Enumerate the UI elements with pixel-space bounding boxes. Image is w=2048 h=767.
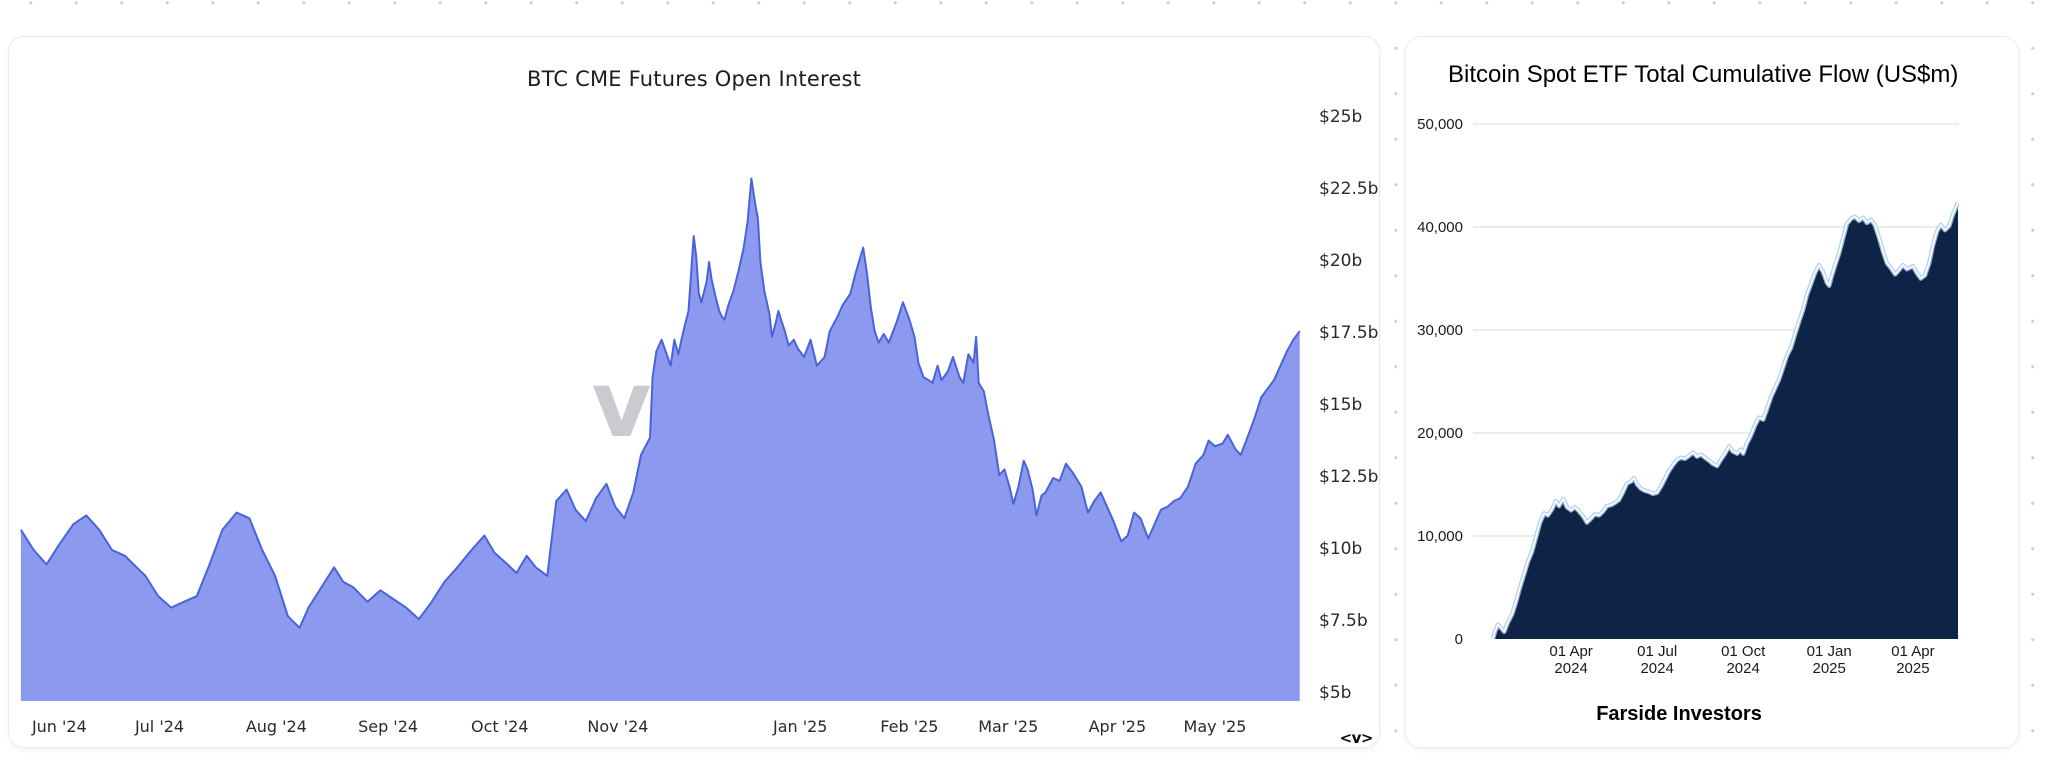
x-axis-tick-label: 01 Apr 2025 (1891, 643, 1935, 677)
right-chart-title: Bitcoin Spot ETF Total Cumulative Flow (… (1448, 61, 1959, 88)
x-axis-tick-label: Mar '25 (978, 717, 1039, 736)
source-attribution: Farside Investors (1596, 703, 1762, 725)
y-axis-tick-label: $12.5b (1319, 467, 1379, 487)
x-axis-tick-label: Nov '24 (587, 717, 649, 736)
y-axis-tick-label: $15b (1319, 395, 1363, 415)
x-axis-tick-label: 01 Jan 2025 (1806, 643, 1852, 677)
x-axis-tick-label: Feb '25 (880, 717, 939, 736)
x-axis-tick-label: Sep '24 (358, 717, 419, 736)
y-axis-tick-label: 30,000 (1417, 322, 1463, 339)
etf-cumulative-flow-panel: Bitcoin Spot ETF Total Cumulative Flow (… (1405, 36, 2019, 748)
y-axis-tick-label: $22.5b (1319, 179, 1379, 199)
x-axis-tick-label: 01 Oct 2024 (1721, 643, 1766, 677)
y-axis-tick-label: $5b (1319, 683, 1352, 703)
y-axis-tick-label: $7.5b (1319, 611, 1368, 631)
x-axis-tick-label: May '25 (1183, 717, 1247, 736)
x-axis-tick-label: 01 Jul 2024 (1637, 643, 1678, 677)
y-axis-tick-label: $17.5b (1319, 323, 1379, 343)
y-axis-tick-label: $25b (1319, 107, 1363, 127)
y-axis-tick-label: 10,000 (1417, 528, 1463, 545)
y-axis-tick-label: 20,000 (1417, 425, 1463, 442)
btc-cme-open-interest-panel: BTC CME Futures Open Interest velo <v> $… (8, 36, 1380, 748)
x-axis-tick-label: Jan '25 (772, 717, 828, 736)
y-axis-tick-label: $20b (1319, 251, 1363, 271)
x-axis-tick-label: Jun '24 (31, 717, 87, 736)
velo-logo-mark: <v> (1339, 729, 1374, 747)
y-axis-tick-label: 40,000 (1417, 219, 1463, 236)
open-interest-area-chart (20, 177, 1301, 701)
x-axis-tick-label: Aug '24 (245, 717, 307, 736)
x-axis-tick-label: 01 Apr 2024 (1549, 643, 1593, 677)
x-axis-tick-label: Apr '25 (1088, 717, 1147, 736)
y-axis-tick-label: $10b (1319, 539, 1363, 559)
y-axis-tick-label: 50,000 (1417, 116, 1463, 133)
x-axis-tick-label: Jul '24 (134, 717, 185, 736)
y-axis-tick-label: 0 (1454, 631, 1463, 648)
etf-flow-area-chart (1473, 123, 1959, 640)
x-axis-tick-label: Oct '24 (471, 717, 529, 736)
left-chart-title: BTC CME Futures Open Interest (526, 67, 862, 91)
